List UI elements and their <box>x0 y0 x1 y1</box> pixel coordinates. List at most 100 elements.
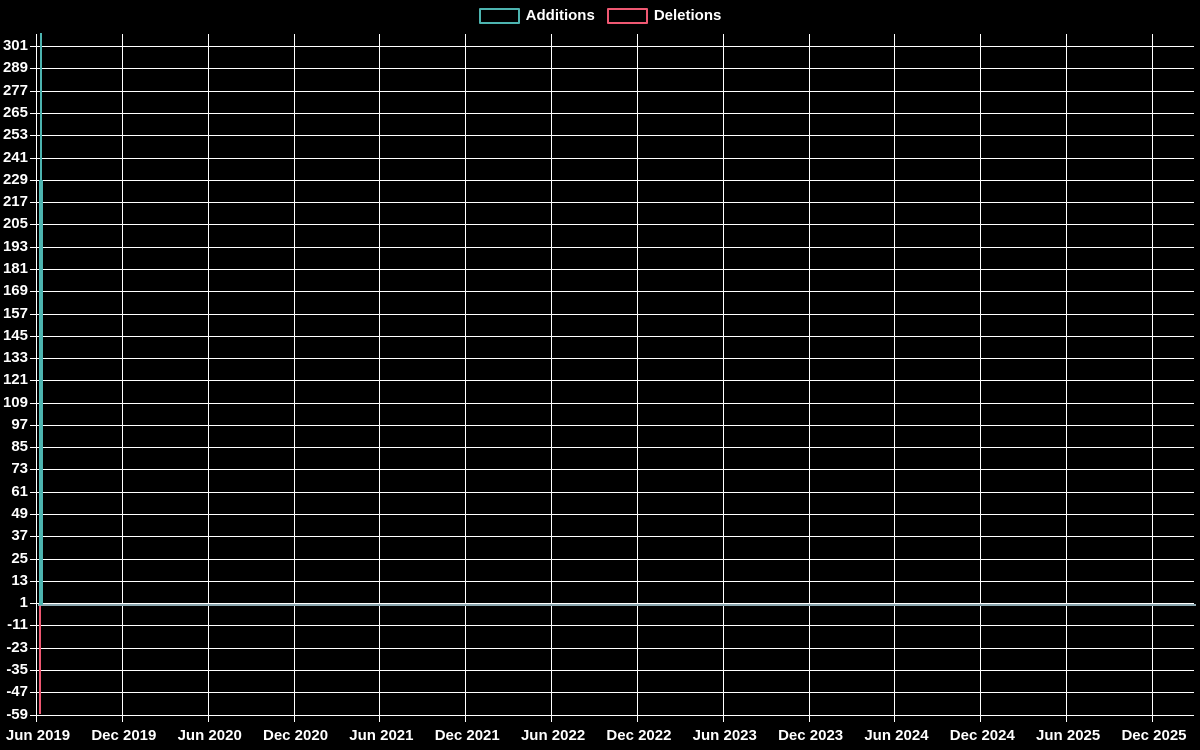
additions-swatch-icon <box>478 8 520 24</box>
y-axis-tick-label: 13 <box>11 571 28 589</box>
y-gridline <box>30 625 1194 627</box>
y-axis-tick-label: 121 <box>2 371 28 389</box>
y-gridline <box>30 135 1194 137</box>
y-axis-tick-label: -35 <box>6 660 28 678</box>
y-axis-tick-label: -59 <box>6 705 28 723</box>
y-axis-tick-label: -47 <box>6 683 28 701</box>
y-axis-tick-label: 181 <box>2 259 28 277</box>
y-axis-tick-label: 61 <box>11 482 28 500</box>
y-gridline <box>30 491 1194 493</box>
x-gridline <box>465 34 467 722</box>
x-gridline <box>894 34 896 722</box>
y-axis-tick-label: 277 <box>2 81 28 99</box>
y-axis-tick-label: 301 <box>2 37 28 55</box>
y-axis-tick-label: 85 <box>11 438 28 456</box>
x-gridline <box>207 34 209 722</box>
y-axis-tick-label: 73 <box>11 460 28 478</box>
y-gridline <box>30 68 1194 70</box>
y-axis-tick-label: -23 <box>6 638 28 656</box>
y-axis-tick-label: 49 <box>11 505 28 523</box>
y-axis-tick-label: 265 <box>2 104 28 121</box>
x-gridline <box>121 34 123 722</box>
x-axis-tick-label: Dec 2023 <box>778 727 844 744</box>
y-axis-tick-label: 109 <box>2 393 28 411</box>
y-gridline <box>30 447 1194 449</box>
x-axis-tick-label: Dec 2019 <box>91 727 157 744</box>
y-gridline <box>30 580 1194 582</box>
y-gridline <box>30 313 1194 315</box>
x-gridline <box>379 34 381 722</box>
legend-item-deletions[interactable]: Deletions <box>606 7 722 24</box>
y-gridline <box>30 291 1194 293</box>
y-gridline <box>30 113 1194 114</box>
x-axis-tick-label: Dec 2025 <box>1121 727 1187 744</box>
y-gridline <box>30 358 1194 360</box>
y-gridline <box>30 647 1194 649</box>
x-axis-tick-label: Jun 2024 <box>864 727 929 744</box>
x-axis-tick-label: Jun 2021 <box>349 727 414 744</box>
x-axis-tick-label: Dec 2020 <box>263 727 329 744</box>
x-axis-tick-label: Dec 2022 <box>606 727 672 744</box>
y-gridline <box>30 536 1194 538</box>
x-gridline <box>1066 34 1068 722</box>
legend-item-additions[interactable]: Additions <box>478 7 595 24</box>
x-gridline <box>722 34 724 722</box>
y-gridline <box>30 380 1194 382</box>
y-axis-tick-label: -11 <box>7 616 28 634</box>
y-axis-tick-label: 193 <box>2 237 28 255</box>
y-axis-tick-label: 1 <box>19 594 28 612</box>
legend-label-additions: Additions <box>525 7 595 24</box>
y-gridline <box>30 202 1194 204</box>
x-axis-tick-label: Jun 2020 <box>177 727 242 744</box>
deletions-swatch-icon <box>606 8 648 24</box>
x-gridline <box>1152 34 1153 722</box>
y-axis-tick-label: 133 <box>2 349 28 367</box>
x-gridline <box>980 34 982 722</box>
x-axis-tick-label: Dec 2024 <box>949 727 1015 744</box>
additions-spike-bar <box>39 179 43 605</box>
x-gridline <box>36 34 37 722</box>
y-axis-tick-label: 229 <box>2 170 28 188</box>
y-axis-tick-label: 217 <box>2 193 28 211</box>
y-axis-tick-label: 97 <box>11 415 28 433</box>
y-axis-tick-label: 157 <box>2 304 28 322</box>
y-axis-tick-label: 241 <box>2 148 28 166</box>
series-zero-line <box>38 603 1196 606</box>
x-axis-tick-label: Jun 2019 <box>5 727 71 744</box>
y-gridline <box>30 90 1194 92</box>
y-gridline <box>30 558 1194 560</box>
y-gridline <box>30 714 1194 716</box>
x-gridline <box>551 34 553 722</box>
x-axis-tick-label: Jun 2022 <box>520 727 586 744</box>
y-gridline <box>30 669 1194 671</box>
y-gridline <box>30 469 1194 471</box>
x-gridline <box>808 34 810 722</box>
y-gridline <box>30 424 1194 426</box>
y-axis-tick-label: 37 <box>11 527 28 545</box>
y-axis-tick-label: 289 <box>2 59 28 77</box>
y-gridline <box>30 157 1194 159</box>
chart-legend: Additions Deletions <box>0 8 1200 24</box>
y-axis-tick-label: 25 <box>11 549 28 567</box>
deletions-spike-bar <box>39 605 41 715</box>
x-axis-tick-label: Dec 2021 <box>434 727 500 744</box>
y-axis-tick-label: 253 <box>2 126 28 144</box>
y-gridline <box>30 514 1194 516</box>
y-axis-tick-label: 145 <box>2 326 28 344</box>
legend-label-deletions: Deletions <box>653 7 722 24</box>
x-axis-tick-label: Jun 2025 <box>1036 727 1101 744</box>
y-gridline <box>30 402 1194 404</box>
y-gridline <box>30 335 1194 337</box>
x-gridline <box>293 34 295 722</box>
y-gridline <box>30 246 1194 248</box>
y-gridline <box>30 179 1194 181</box>
y-gridline <box>30 224 1194 226</box>
y-gridline <box>30 46 1194 48</box>
y-axis-tick-label: 169 <box>2 282 28 300</box>
x-axis-tick-label: Jun 2023 <box>692 727 757 744</box>
y-gridline <box>30 692 1194 694</box>
y-gridline <box>30 268 1194 270</box>
y-axis-tick-label: 205 <box>2 215 28 233</box>
x-gridline <box>636 34 638 722</box>
